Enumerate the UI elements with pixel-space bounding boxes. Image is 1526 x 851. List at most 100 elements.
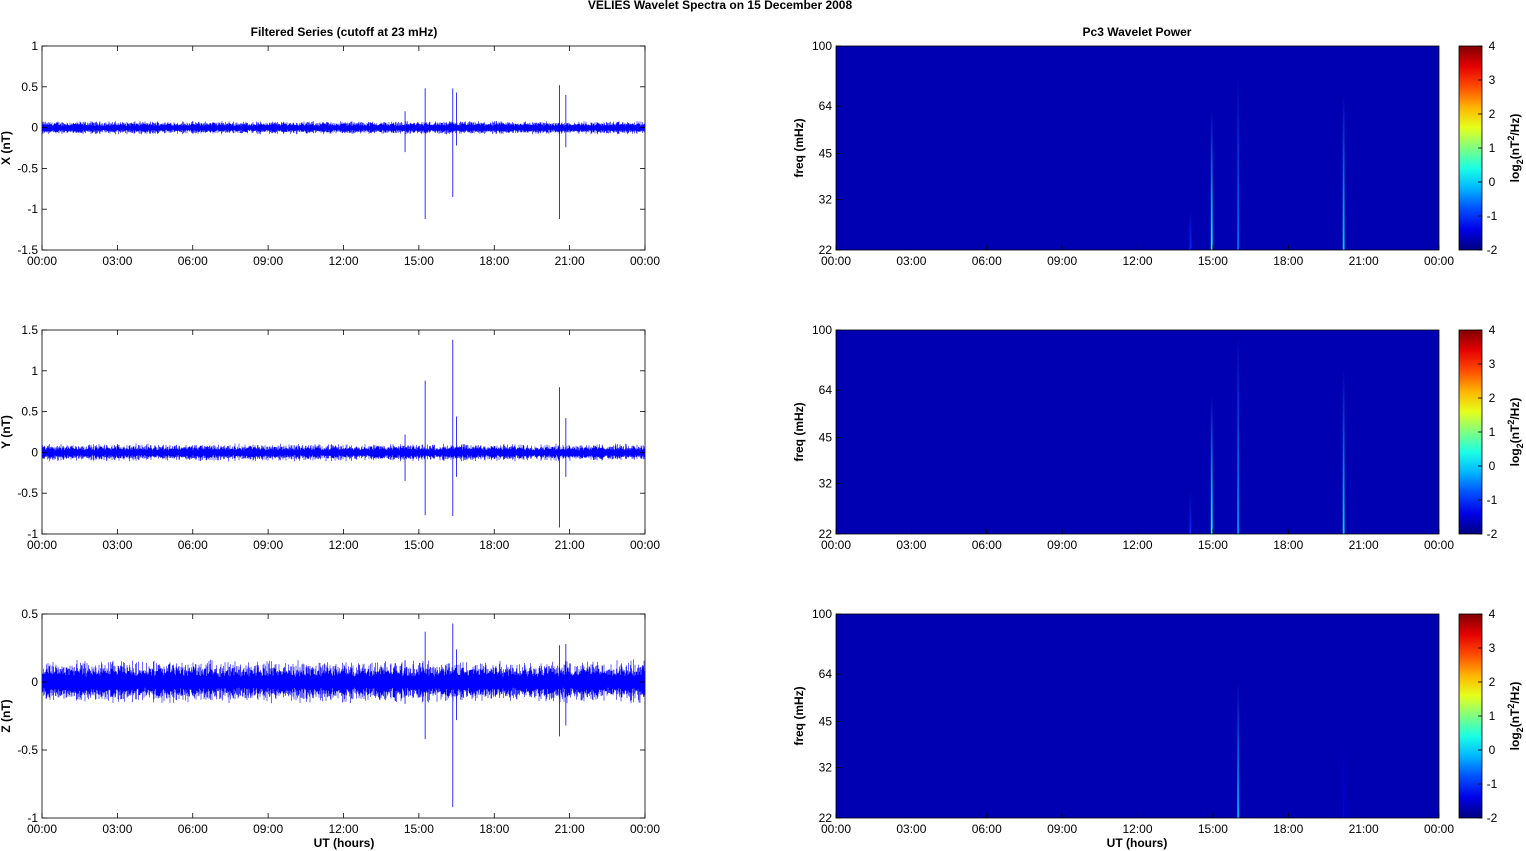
colorbar-tick-label: -2 (1487, 527, 1498, 541)
xtick-label: 12:00 (1122, 822, 1152, 836)
heatmap-panel-1: 22 32 45 64 100 00:00 03:00 06:00 09:00 12:00 15:0… (792, 39, 1454, 268)
line-panel-x: -1.5 -1 -0.5 0 0.5 1 00:00 03:00 06:00 09:00 12:00… (0, 39, 660, 268)
colorbar-label: log2(nT2/Hz) (1506, 682, 1525, 751)
power-spike-2 (1237, 336, 1239, 534)
ytick-label: 100 (812, 323, 832, 337)
xtick-label: 00:00 (1424, 254, 1454, 268)
colorbar-label: log2(nT2/Hz) (1506, 398, 1525, 467)
ytick-label: 22 (819, 243, 833, 257)
xtick-label: 12:00 (1122, 538, 1152, 552)
xtick-label: 00:00 (821, 254, 851, 268)
colorbar-tick-label: -1 (1487, 493, 1498, 507)
xtick-label: 18:00 (479, 254, 509, 268)
xtick-label: 00:00 (630, 822, 660, 836)
xtick-label: 06:00 (178, 538, 208, 552)
xtick-label: 03:00 (102, 254, 132, 268)
colorbar-tick-label: 0 (1489, 459, 1496, 473)
colorbar-tick-label: 1 (1489, 141, 1496, 155)
ytick-label: 100 (812, 607, 832, 621)
ytick-label: -1 (27, 202, 38, 216)
ytick-label: 1.5 (21, 323, 38, 337)
colorbar-label-part: (nT (1508, 708, 1522, 727)
ytick-label: 32 (819, 761, 833, 775)
colorbar-tick-label: -1 (1487, 777, 1498, 791)
colorbar-label-part: 2 (1506, 704, 1516, 709)
xtick-label: 12:00 (328, 822, 358, 836)
xtick-label: 09:00 (1047, 254, 1077, 268)
colorbar-label-part: (nT (1508, 140, 1522, 159)
colorbar-tick-label: 4 (1489, 607, 1496, 621)
colorbar-tick-label: 4 (1489, 39, 1496, 53)
xtick-label: 09:00 (253, 538, 283, 552)
xtick-label: 00:00 (27, 822, 57, 836)
xtick-label: 00:00 (1424, 538, 1454, 552)
ytick-label: 0.5 (21, 80, 38, 94)
ylabel: Y (nT) (0, 415, 13, 449)
xtick-label: 15:00 (1198, 822, 1228, 836)
left-xlabel: UT (hours) (314, 836, 375, 850)
ylabel: freq (mHz) (792, 686, 806, 745)
colorbar-tick-label: -2 (1487, 243, 1498, 257)
ylabel: freq (mHz) (792, 402, 806, 461)
colorbar-tick-label: 3 (1489, 73, 1496, 87)
ytick-label: -0.5 (17, 743, 38, 757)
xtick-label: 18:00 (1273, 254, 1303, 268)
xtick-label: 03:00 (102, 538, 132, 552)
xtick-label: 21:00 (555, 254, 585, 268)
xtick-label: 00:00 (821, 538, 851, 552)
xtick-label: 00:00 (1424, 822, 1454, 836)
noise-trace (42, 121, 645, 135)
xtick-label: 03:00 (896, 822, 926, 836)
power-spike-3 (1342, 368, 1345, 534)
colorbar-label-part: 2 (1506, 420, 1516, 425)
ytick-label: 45 (819, 715, 833, 729)
xtick-label: 15:00 (1198, 538, 1228, 552)
colorbar-tick-label: 2 (1489, 675, 1496, 689)
ytick-label: 1 (31, 39, 38, 53)
xtick-label: 09:00 (253, 254, 283, 268)
plot-area (41, 329, 646, 535)
xtick-label: 00:00 (821, 822, 851, 836)
colorbar-label-part: /Hz) (1508, 114, 1522, 136)
right-column-title: Pc3 Wavelet Power (1083, 25, 1192, 39)
ytick-label: 64 (819, 667, 833, 681)
ytick-label: 45 (819, 147, 833, 161)
heatmap-background (836, 614, 1439, 818)
ytick-label: 0 (31, 675, 38, 689)
ytick-label: -1 (27, 527, 38, 541)
colorbar-tick-label: 1 (1489, 425, 1496, 439)
ytick-label: 0.5 (21, 405, 38, 419)
xtick-label: 00:00 (27, 538, 57, 552)
xtick-label: 09:00 (253, 822, 283, 836)
ytick-label: 22 (819, 811, 833, 825)
plot-area (41, 613, 646, 819)
heatmap-background (836, 330, 1439, 534)
colorbar-tick-label: 0 (1489, 743, 1496, 757)
line-panel-y: -1 -0.5 0 0.5 1 1.5 00:00 03:00 06:00 09:00 12:00 1… (0, 323, 660, 552)
left-column-title: Filtered Series (cutoff at 23 mHz) (251, 25, 438, 39)
colorbar-tick-label: 4 (1489, 323, 1496, 337)
ylabel: X (nT) (0, 131, 13, 165)
xtick-label: 18:00 (1273, 538, 1303, 552)
xtick-label: 06:00 (178, 254, 208, 268)
xtick-label: 21:00 (1349, 822, 1379, 836)
ylabel: freq (mHz) (792, 118, 806, 177)
colorbar-label-part: 2 (1515, 159, 1525, 164)
colorbar-label-part: 2 (1506, 136, 1516, 141)
power-spike-1 (1210, 394, 1213, 534)
xtick-label: 21:00 (1349, 538, 1379, 552)
ytick-label: -1.5 (17, 243, 38, 257)
xtick-label: 21:00 (1349, 254, 1379, 268)
noise-trace (42, 659, 645, 704)
figure-title: VELIES Wavelet Spectra on 15 December 20… (588, 0, 853, 12)
colorbar-tick-label: 3 (1489, 357, 1496, 371)
xtick-label: 00:00 (630, 538, 660, 552)
panels: -1.5 -1 -0.5 0 0.5 1 00:00 03:00 06:00 09:00 12:00… (0, 39, 1525, 836)
colorbar-label: log2(nT2/Hz) (1506, 114, 1525, 183)
colorbar-tick-label: -2 (1487, 811, 1498, 825)
xtick-label: 15:00 (1198, 254, 1228, 268)
xtick-label: 06:00 (178, 822, 208, 836)
xtick-label: 18:00 (1273, 822, 1303, 836)
ytick-label: 64 (819, 99, 833, 113)
